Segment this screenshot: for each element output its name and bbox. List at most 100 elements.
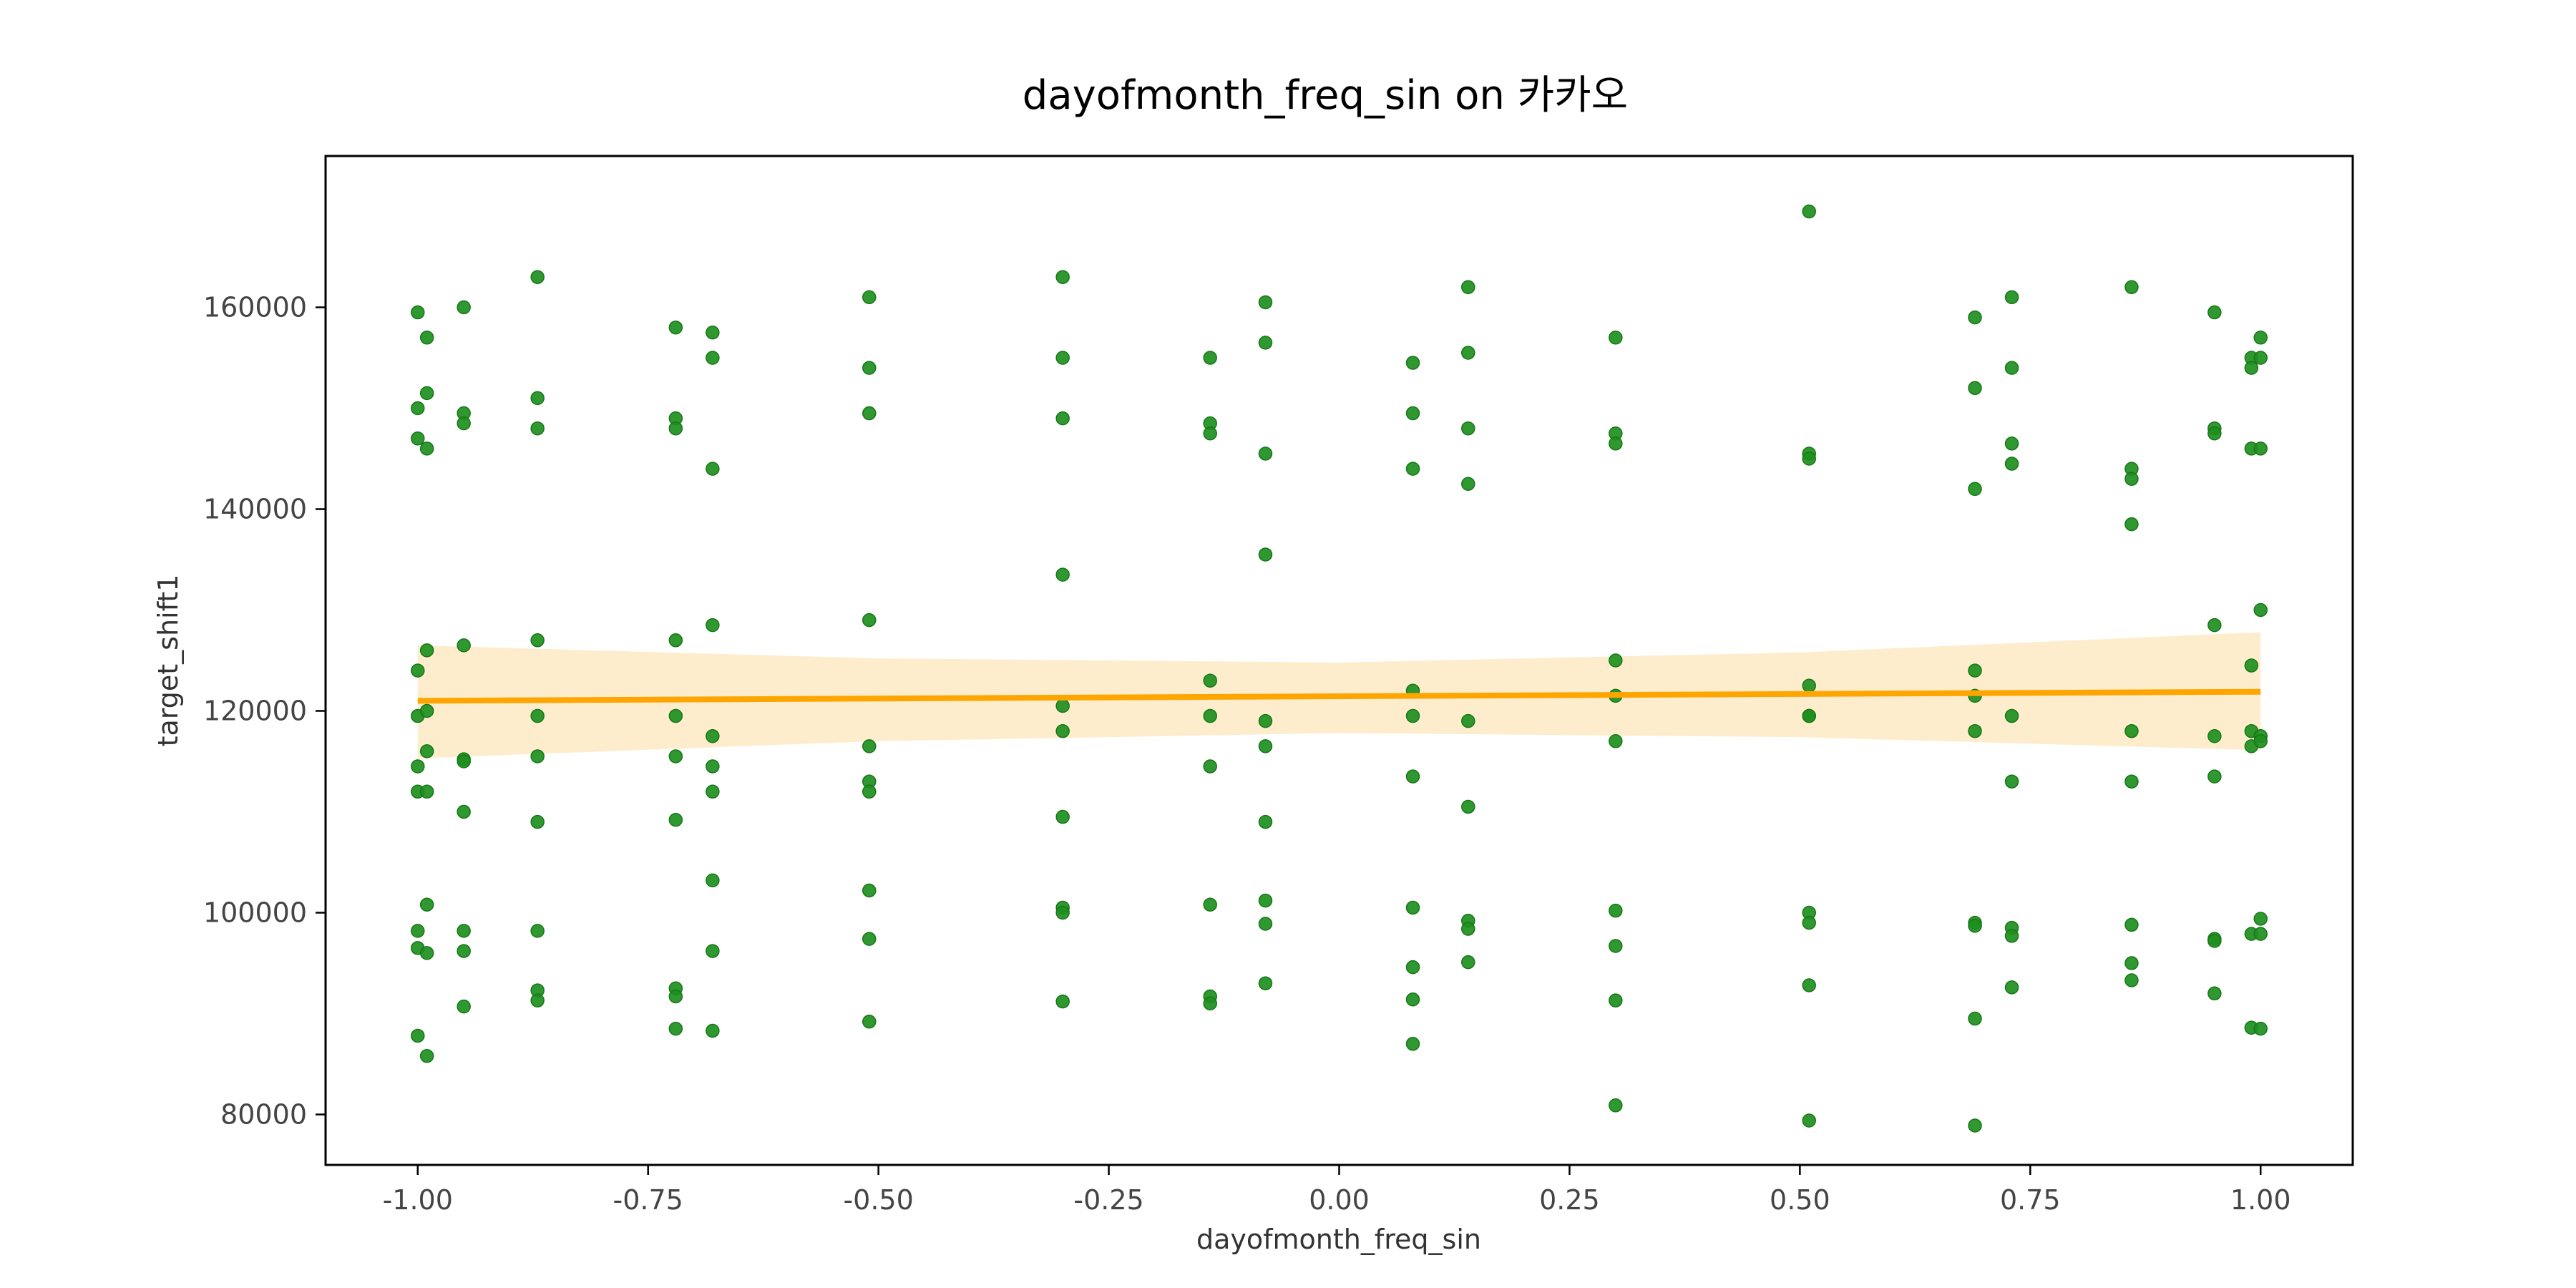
data-point: [1609, 939, 1623, 953]
y-axis-label: target_shift1: [152, 575, 184, 747]
data-point: [668, 421, 683, 436]
y-tick-label: 140000: [203, 494, 307, 525]
data-point: [1055, 723, 1070, 738]
data-point: [1802, 452, 1816, 466]
data-point: [1055, 905, 1070, 920]
data-point: [862, 1015, 877, 1029]
data-point: [706, 729, 720, 743]
data-point: [419, 897, 434, 912]
x-tick-label: -0.25: [1073, 1184, 1143, 1216]
data-point: [457, 300, 471, 315]
data-point: [2124, 280, 2139, 295]
data-point: [1203, 708, 1217, 723]
data-point: [1258, 713, 1273, 728]
y-tick-label: 80000: [220, 1099, 307, 1131]
data-point: [1203, 351, 1217, 365]
data-point: [530, 924, 545, 938]
data-point: [668, 813, 683, 827]
data-point: [862, 883, 877, 898]
data-point: [457, 999, 471, 1014]
data-point: [1258, 547, 1273, 562]
y-tick-label: 100000: [203, 897, 307, 929]
data-point: [2004, 929, 2019, 943]
data-point: [419, 946, 434, 960]
data-point: [1609, 653, 1623, 668]
data-point: [1461, 421, 1475, 436]
data-point: [411, 431, 425, 446]
data-point: [1968, 663, 1982, 678]
data-point: [706, 873, 720, 888]
data-point: [411, 924, 425, 938]
data-point: [1203, 996, 1217, 1011]
data-point: [2253, 602, 2268, 618]
data-point: [1258, 447, 1273, 461]
data-point: [2207, 426, 2222, 441]
data-point: [1405, 769, 1420, 784]
y-tick-label: 120000: [203, 696, 307, 727]
data-point: [1055, 809, 1070, 824]
points-layer: [411, 204, 2268, 1133]
data-point: [419, 386, 434, 401]
data-point: [1203, 673, 1217, 688]
y-axis-ticks: 80000 100000 120000 140000 160000: [203, 292, 326, 1131]
regression-line: [417, 688, 2261, 704]
data-point: [1802, 708, 1816, 723]
data-point: [2004, 708, 2019, 723]
data-point: [1258, 739, 1273, 753]
data-point: [2207, 769, 2222, 784]
data-point: [1055, 698, 1070, 713]
data-point: [862, 784, 877, 799]
data-point: [411, 305, 425, 320]
data-point: [2207, 986, 2222, 1001]
data-point: [419, 441, 434, 456]
data-point: [2207, 305, 2222, 320]
data-point: [2253, 927, 2268, 941]
data-point: [862, 406, 877, 421]
data-point: [1461, 955, 1475, 970]
data-point: [2124, 973, 2139, 987]
data-point: [1405, 1037, 1420, 1051]
x-tick-label: 0.75: [2000, 1184, 2061, 1216]
data-point: [2004, 290, 2019, 305]
data-point: [530, 993, 545, 1008]
x-tick-label: 1.00: [2230, 1184, 2291, 1216]
data-point: [1802, 978, 1816, 992]
data-point: [530, 270, 545, 284]
data-point: [668, 989, 683, 1004]
data-point: [419, 784, 434, 799]
data-point: [706, 1023, 720, 1038]
data-point: [530, 391, 545, 406]
data-point: [706, 784, 720, 799]
data-point: [862, 739, 877, 753]
data-point: [1203, 897, 1217, 912]
data-point: [419, 331, 434, 345]
x-tick-label: -0.75: [613, 1184, 683, 1216]
data-point: [1609, 903, 1623, 918]
data-point: [1802, 1113, 1816, 1128]
data-point: [862, 290, 877, 305]
data-point: [419, 744, 434, 758]
data-point: [457, 944, 471, 958]
data-point: [1258, 917, 1273, 931]
data-point: [668, 633, 683, 648]
data-point: [411, 759, 425, 774]
data-point: [2207, 618, 2222, 633]
data-point: [2253, 331, 2268, 345]
data-point: [668, 1021, 683, 1036]
data-point: [1405, 960, 1420, 975]
data-point: [1609, 436, 1623, 451]
data-point: [1405, 708, 1420, 723]
data-point: [1461, 477, 1475, 491]
x-tick-label: 0.25: [1539, 1184, 1600, 1216]
data-point: [419, 703, 434, 718]
data-point: [2124, 774, 2139, 789]
data-point: [1405, 992, 1420, 1007]
data-point: [457, 804, 471, 819]
data-point: [2124, 472, 2139, 486]
data-point: [1203, 759, 1217, 774]
data-point: [1055, 411, 1070, 426]
data-point: [706, 351, 720, 365]
data-point: [706, 618, 720, 633]
data-point: [2207, 934, 2222, 948]
